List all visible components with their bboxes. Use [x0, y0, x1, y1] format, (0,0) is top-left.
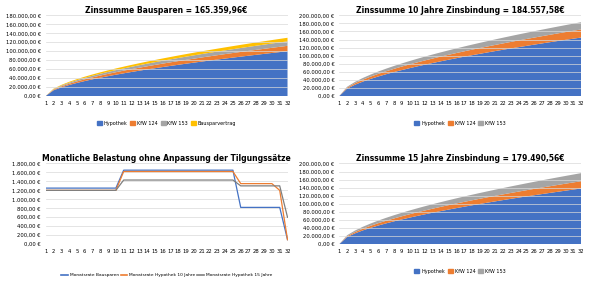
Legend: Hypothek, KfW 124, KfW 153: Hypothek, KfW 124, KfW 153	[412, 119, 508, 127]
Legend: Monatsrate Bausparen, Monatsrate Hypothek 10 Jahre, Monatsrate Hypothek 15 Jahre: Monatsrate Bausparen, Monatsrate Hypothe…	[60, 271, 274, 279]
Legend: Hypothek, KfW 124, KfW 153: Hypothek, KfW 124, KfW 153	[412, 267, 508, 276]
Legend: Hypothek, KfW 124, KfW 153, Bausparvertrag: Hypothek, KfW 124, KfW 153, Bausparvertr…	[95, 119, 238, 127]
Title: Monatliche Belastung ohne Anpassung der Tilgungssätze: Monatliche Belastung ohne Anpassung der …	[42, 154, 291, 163]
Title: Zinssumme Bausparen = 165.359,96€: Zinssumme Bausparen = 165.359,96€	[86, 6, 248, 14]
Title: Zinssumme 10 Jahre Zinsbindung = 184.557,58€: Zinssumme 10 Jahre Zinsbindung = 184.557…	[356, 6, 565, 14]
Title: Zinssumme 15 Jahre Zinsbindung = 179.490,56€: Zinssumme 15 Jahre Zinsbindung = 179.490…	[356, 154, 565, 163]
